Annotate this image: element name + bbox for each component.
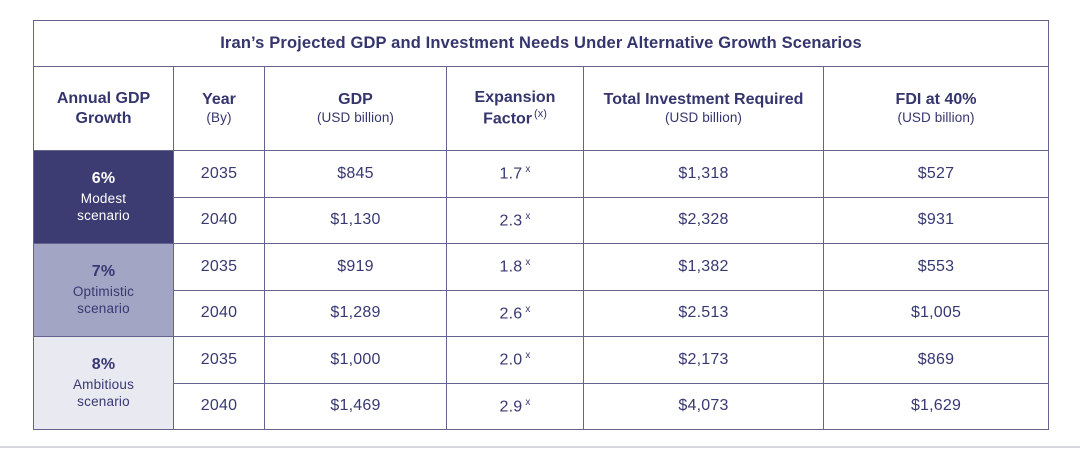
col-header-gdp-label: GDP — [338, 91, 373, 109]
cell-year: 2035 — [173, 243, 265, 291]
cell-year: 2040 — [173, 382, 265, 430]
scenario-cell-ambitious: 8% Ambitious scenario — [33, 336, 174, 430]
col-header-expansion-factor: Expansion Factor (x) — [446, 66, 584, 151]
cell-investment: $2,173 — [583, 336, 824, 384]
factor-value: 2.0 — [499, 351, 523, 369]
factor-times-suffix: x — [525, 350, 531, 362]
factor-value: 2.3 — [499, 211, 523, 229]
table-row: 2040 $1,130 2.3 x $2,328 $931 — [34, 196, 1050, 244]
factor-value: 2.9 — [499, 397, 523, 415]
cell-fdi: $931 — [822, 196, 1050, 244]
col-header-total-investment: Total Investment Required (USD billion) — [583, 66, 824, 151]
cell-fdi: $1,005 — [822, 289, 1050, 337]
cell-gdp: $845 — [264, 150, 447, 198]
factor-times-suffix: x — [525, 257, 531, 269]
scenario-growth: 6% — [91, 170, 116, 188]
cell-year: 2040 — [173, 289, 265, 337]
cell-gdp: $1,469 — [264, 382, 447, 430]
cell-expansion-factor: 2.3 x — [446, 196, 584, 244]
scenario-cell-modest: 6% Modest scenario — [33, 150, 174, 244]
col-header-gdp: GDP (USD billion) — [264, 66, 447, 151]
table-row: 8% Ambitious scenario 2035 $1,000 2.0 x $… — [33, 336, 1050, 430]
factor-value: 1.8 — [499, 258, 523, 276]
cell-year: 2035 — [173, 336, 265, 384]
cell-expansion-factor: 2.9 x — [446, 382, 584, 430]
col-header-fdi: FDI at 40% (USD billion) — [822, 66, 1050, 151]
cell-year: 2035 — [173, 150, 265, 198]
table-title-row: Iran’s Projected GDP and Investment Need… — [32, 20, 1050, 67]
table-row: 7% Optimistic scenario 2035 $919 1.8 x $1… — [33, 243, 1050, 337]
scenario-name: Modest scenario — [77, 191, 130, 223]
col-header-investment-label: Total Investment Required — [603, 91, 804, 109]
cell-expansion-factor: 2.6 x — [446, 289, 584, 337]
factor-times-suffix: x — [525, 303, 531, 315]
cell-gdp: $1,000 — [264, 336, 447, 384]
col-header-fdi-label: FDI at 40% — [895, 91, 977, 109]
scenario-growth: 7% — [91, 263, 116, 281]
cell-investment: $1,382 — [583, 243, 824, 291]
cell-investment: $2,328 — [583, 196, 824, 244]
col-header-year-label: Year — [202, 91, 236, 109]
col-header-fdi-unit: (USD billion) — [897, 110, 975, 126]
col-header-year-unit: (By) — [206, 110, 232, 126]
cell-fdi: $1,629 — [822, 382, 1050, 430]
scenario-growth: 8% — [91, 356, 116, 374]
cell-gdp: $1,130 — [264, 196, 447, 244]
table-row: 6% Modest scenario 2035 $845 1.7 x $1,318… — [33, 150, 1050, 244]
cell-gdp: $919 — [264, 243, 447, 291]
cell-expansion-factor: 1.7 x — [446, 150, 584, 198]
cell-fdi: $527 — [822, 150, 1050, 198]
cell-expansion-factor: 1.8 x — [446, 243, 584, 291]
table-row: 2040 $1,289 2.6 x $2.513 $1,005 — [34, 289, 1050, 337]
factor-times-suffix: x — [525, 164, 531, 176]
scenario-cell-optimistic: 7% Optimistic scenario — [33, 243, 174, 337]
page-bottom-divider — [0, 446, 1080, 448]
col-header-year: Year (By) — [173, 66, 265, 151]
col-header-investment-unit: (USD billion) — [664, 110, 743, 126]
cell-investment: $2.513 — [583, 289, 824, 337]
cell-fdi: $553 — [822, 243, 1050, 291]
col-header-growth-label: Annual GDP Growth — [56, 89, 151, 127]
col-header-annual-gdp-growth: Annual GDP Growth — [33, 66, 174, 151]
col-header-gdp-unit: (USD billion) — [316, 110, 395, 126]
table-row: 2040 $1,469 2.9 x $4,073 $1,629 — [34, 382, 1050, 430]
factor-times-suffix: x — [525, 210, 531, 222]
factor-value: 1.7 — [499, 165, 523, 183]
cell-year: 2040 — [173, 196, 265, 244]
cell-investment: $1,318 — [583, 150, 824, 198]
factor-times-suffix: x — [525, 396, 531, 408]
cell-gdp: $1,289 — [264, 289, 447, 337]
gdp-scenarios-table: Iran’s Projected GDP and Investment Need… — [32, 20, 1050, 430]
cell-expansion-factor: 2.0 x — [446, 336, 584, 384]
cell-fdi: $869 — [822, 336, 1050, 384]
col-header-factor-label: Expansion Factor — [474, 88, 556, 128]
scenario-name: Ambitious scenario — [72, 377, 135, 409]
scenario-name: Optimistic scenario — [72, 284, 135, 316]
table-header-row: Annual GDP Growth Year (By) GDP (USD bil… — [33, 66, 1050, 151]
cell-investment: $4,073 — [583, 382, 824, 430]
table-title: Iran’s Projected GDP and Investment Need… — [32, 20, 1050, 67]
factor-value: 2.6 — [499, 304, 523, 322]
col-header-factor-sup: (x) — [534, 107, 547, 120]
